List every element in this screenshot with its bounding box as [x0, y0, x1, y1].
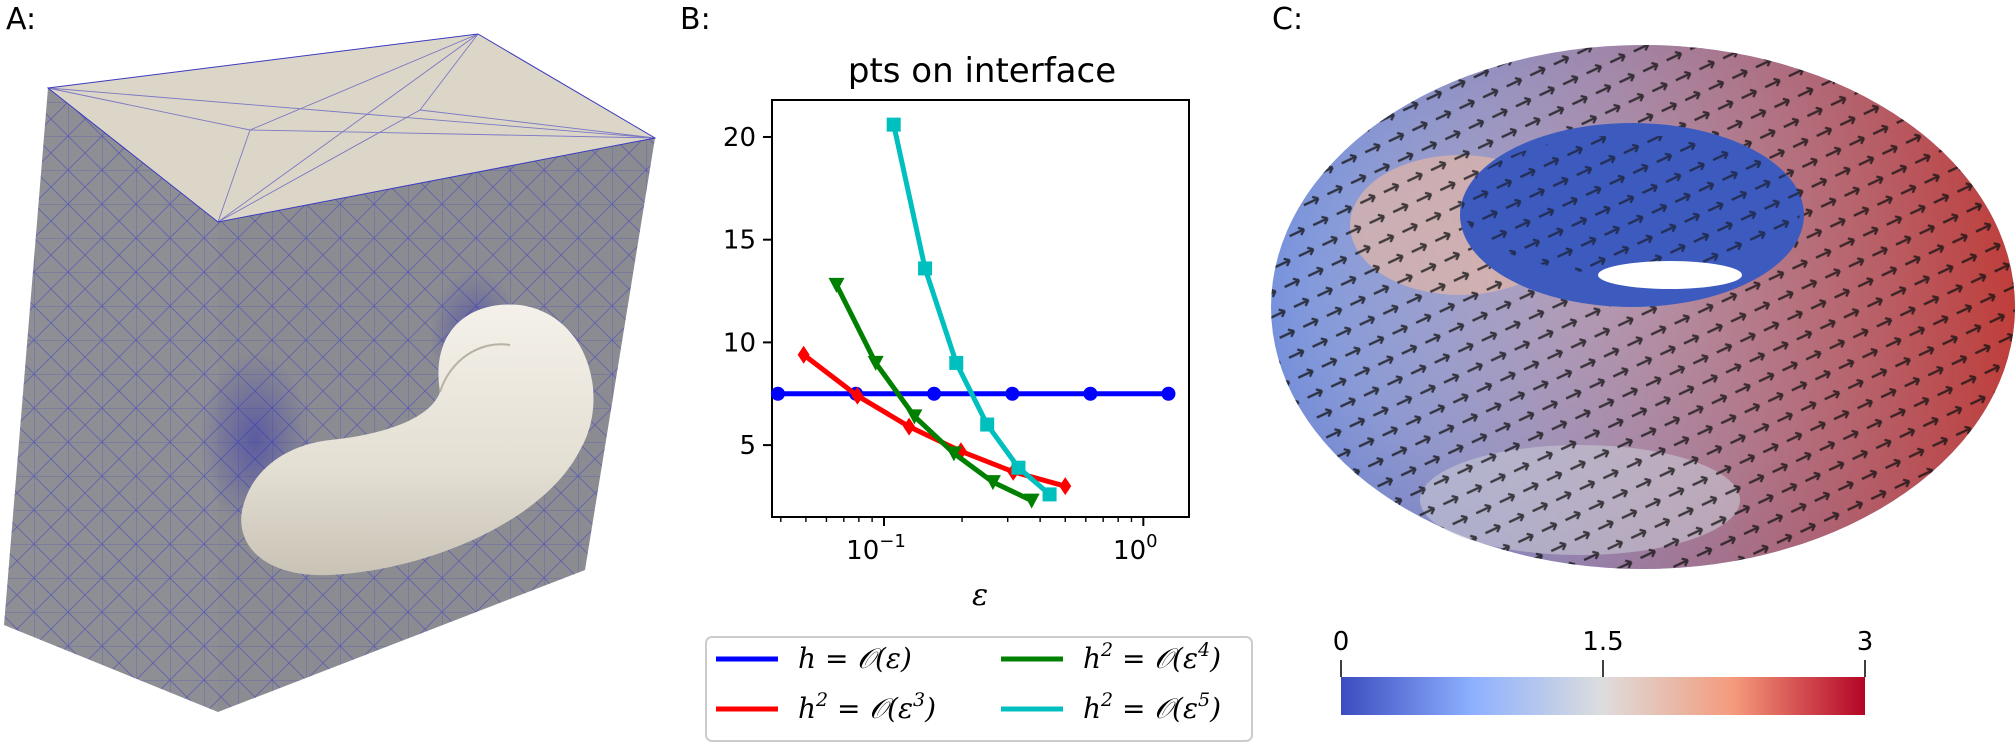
panel-c-label: C: — [1272, 2, 1304, 37]
data-point-3 — [918, 261, 933, 276]
legend-item-1: h2 = 𝒪(ε4) — [1001, 639, 1221, 675]
x-tick-label: 100 — [1113, 531, 1158, 566]
box-top-face — [48, 34, 655, 222]
colorbar-tick-label: 1.5 — [1582, 627, 1623, 657]
x-axis-label: ε — [972, 578, 988, 613]
half-torus — [241, 304, 594, 576]
torus-surface — [1271, 45, 2015, 569]
y-axis-ticks: 5 10 15 20 — [723, 123, 772, 461]
colorbar-tick-label: 3 — [1857, 627, 1874, 657]
panel-a-label: A: — [6, 2, 37, 37]
data-point-0 — [927, 386, 942, 401]
panel-a-mesh-illustration — [4, 33, 657, 712]
series-line-2 — [834, 283, 1033, 503]
data-point-3 — [1042, 487, 1057, 502]
legend-item-0: h = 𝒪(ε) — [716, 642, 912, 675]
y-tick-label: 5 — [739, 431, 756, 461]
legend-label: h = 𝒪(ε) — [798, 642, 912, 675]
plot-frame — [771, 99, 1190, 518]
colorbar — [1341, 677, 1865, 715]
x-tick-label: 10−1 — [846, 531, 906, 566]
data-point-3 — [886, 117, 901, 132]
data-point-3 — [949, 355, 964, 370]
data-point-0 — [1083, 386, 1098, 401]
data-point-1 — [903, 417, 916, 436]
data-point-2 — [828, 277, 845, 293]
data-point-3 — [980, 417, 995, 432]
data-point-2 — [906, 409, 923, 425]
y-tick-label: 10 — [723, 328, 756, 358]
data-point-0 — [770, 386, 785, 401]
series-2 — [828, 277, 1040, 509]
colorbar-ticks: 0 1.5 3 — [1333, 627, 1874, 677]
legend-label: h2 = 𝒪(ε5) — [1083, 689, 1221, 725]
legend-item-2: h2 = 𝒪(ε3) — [716, 689, 936, 725]
series-3 — [886, 117, 1057, 502]
data-point-1 — [797, 345, 810, 364]
data-point-3 — [1011, 460, 1026, 475]
legend-label: h2 = 𝒪(ε3) — [798, 689, 936, 725]
x-axis-ticks: 10−1 100 — [780, 517, 1158, 566]
data-point-1 — [1059, 477, 1072, 496]
data-point-2 — [1023, 493, 1040, 509]
legend-item-3: h2 = 𝒪(ε5) — [1001, 689, 1221, 725]
legend-label: h2 = 𝒪(ε4) — [1083, 639, 1221, 675]
data-point-2 — [867, 355, 884, 371]
colorbar-tick-label: 0 — [1333, 627, 1350, 657]
data-point-0 — [1005, 386, 1020, 401]
torus-hole — [1598, 261, 1742, 289]
chart-series — [770, 117, 1176, 509]
data-point-2 — [984, 475, 1001, 491]
data-point-2 — [945, 446, 962, 462]
y-tick-label: 15 — [723, 226, 756, 256]
panel-b-label: B: — [680, 2, 711, 37]
chart-title: pts on interface — [848, 51, 1116, 91]
data-point-1 — [851, 386, 864, 405]
legend-box — [705, 636, 1253, 742]
data-point-0 — [1161, 386, 1176, 401]
y-tick-label: 20 — [723, 123, 756, 153]
legend: h = 𝒪(ε) h2 = 𝒪(ε4) h2 = 𝒪(ε3) h2 = 𝒪(ε5) — [716, 639, 1221, 725]
